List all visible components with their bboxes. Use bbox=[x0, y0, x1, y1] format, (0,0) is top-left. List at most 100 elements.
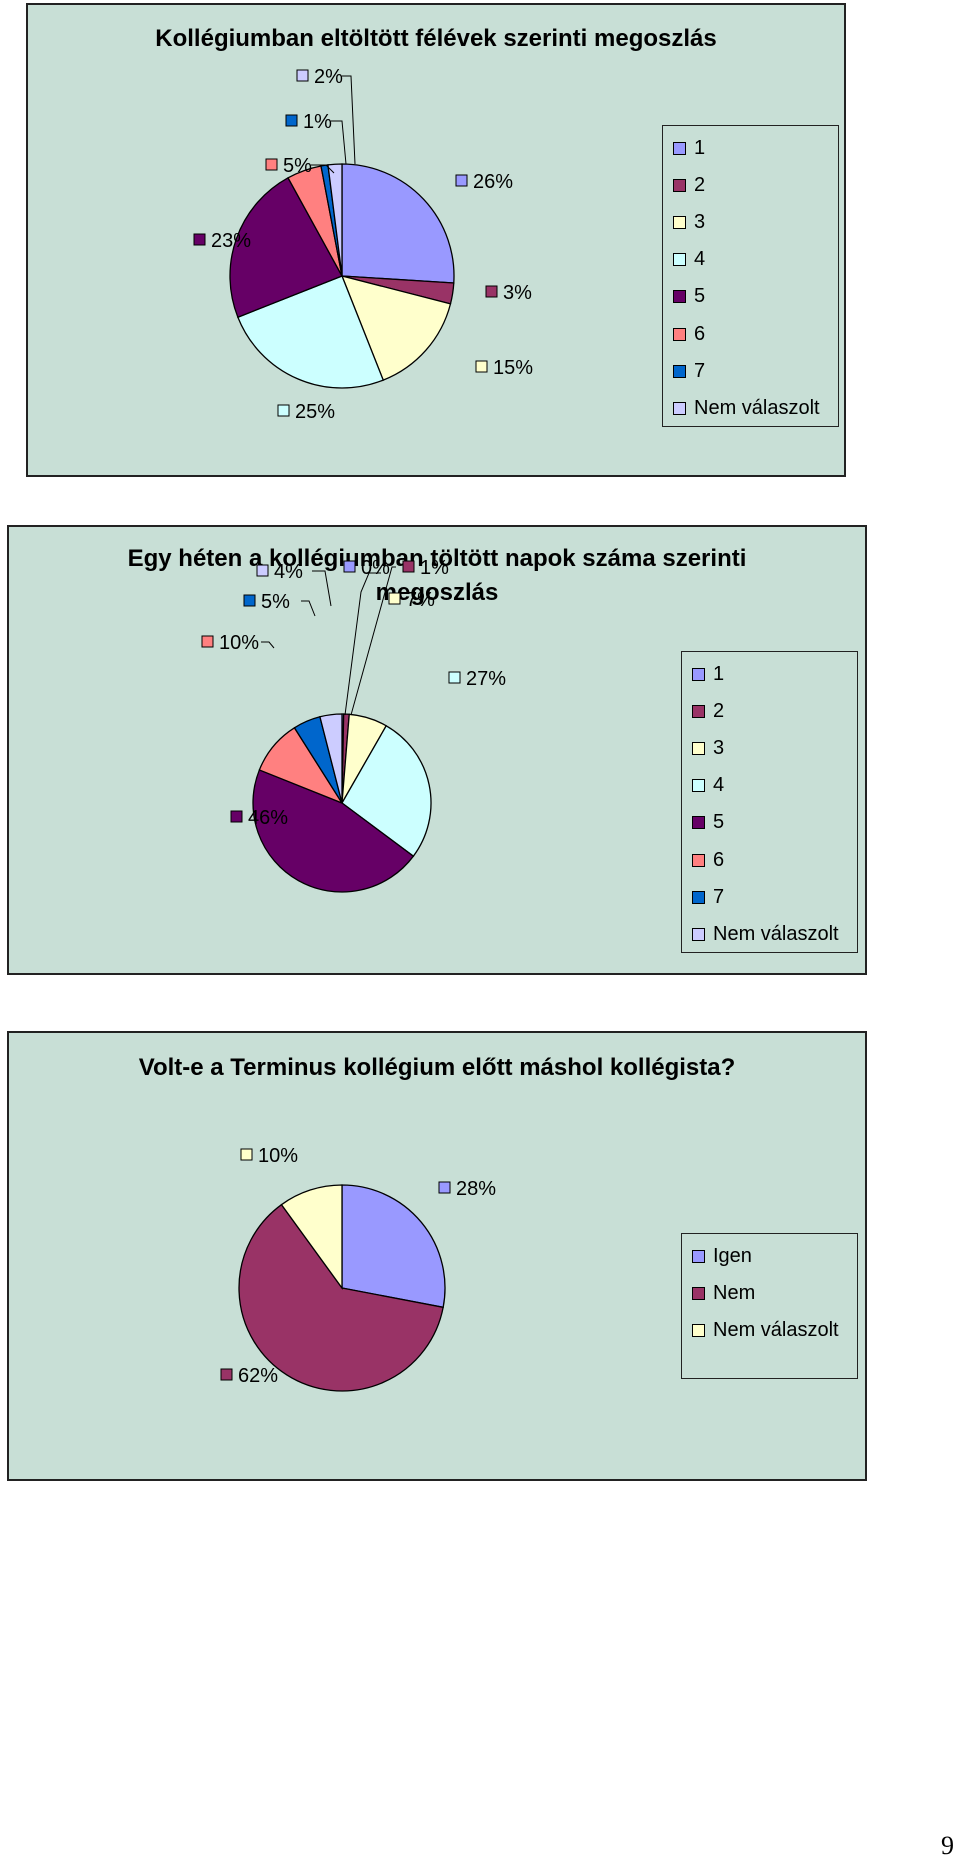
legend-item: Nem válaszolt bbox=[692, 919, 839, 949]
page-number: 9 bbox=[941, 1831, 954, 1860]
data-label: 2% bbox=[296, 66, 343, 88]
data-label: 10% bbox=[240, 1145, 298, 1167]
chart-title: Egy héten a kollégiumban töltött napok s… bbox=[127, 545, 747, 606]
legend-label: 1 bbox=[694, 136, 706, 159]
chart-panel-3: Volt-e a Terminus kollégium előtt máshol… bbox=[7, 1031, 867, 1481]
leader-line bbox=[301, 600, 316, 617]
legend-swatch bbox=[692, 1323, 705, 1337]
legend-swatch bbox=[673, 401, 686, 415]
legend-item: Nem bbox=[692, 1278, 755, 1308]
leader-line bbox=[261, 641, 275, 649]
svg-text:23%: 23% bbox=[211, 230, 251, 252]
leader-line bbox=[331, 120, 347, 165]
leader-line bbox=[311, 164, 335, 174]
legend-label: Nem bbox=[713, 1281, 756, 1304]
legend-label: 3 bbox=[694, 210, 706, 233]
legend-swatch bbox=[673, 364, 686, 378]
legend-item: 7 bbox=[692, 882, 724, 912]
data-label: 10% bbox=[201, 632, 259, 654]
data-label: 46% bbox=[230, 807, 288, 829]
pie-slice-nem-válaszolt bbox=[319, 713, 343, 804]
legend-swatch bbox=[692, 704, 705, 718]
svg-text:26%: 26% bbox=[473, 171, 513, 193]
pie-slice-5 bbox=[229, 176, 343, 319]
legend-label: 7 bbox=[694, 359, 706, 382]
pie-slice-nem-válaszolt bbox=[327, 163, 343, 277]
legend-item: 1 bbox=[692, 659, 724, 689]
data-label: 1% bbox=[402, 557, 449, 579]
legend-swatch bbox=[692, 779, 705, 793]
chart-panel-2: Egy héten a kollégiumban töltött napok s… bbox=[7, 525, 867, 975]
chart-title: Volt-e a Terminus kollégium előtt máshol… bbox=[138, 1054, 736, 1081]
pie-chart-3: 28% 62% 10% bbox=[220, 1145, 496, 1392]
svg-text:4%: 4% bbox=[274, 561, 303, 583]
pie-slice-igen bbox=[341, 1184, 446, 1309]
svg-text:10%: 10% bbox=[258, 1145, 298, 1167]
legend-item: Nem válaszolt bbox=[692, 1315, 839, 1345]
svg-text:46%: 46% bbox=[248, 807, 288, 829]
legend-label: 6 bbox=[713, 848, 725, 871]
chart-legend-3: Igen Nem Nem válaszolt bbox=[681, 1233, 858, 1379]
pie-slice-nem-válaszolt bbox=[280, 1184, 343, 1291]
svg-text:10%: 10% bbox=[219, 632, 259, 654]
svg-text:15%: 15% bbox=[493, 357, 533, 379]
svg-text:28%: 28% bbox=[456, 1178, 496, 1200]
legend-swatch bbox=[692, 816, 705, 830]
svg-text:5%: 5% bbox=[261, 591, 290, 613]
data-label: 25% bbox=[277, 401, 335, 423]
legend-label: 5 bbox=[713, 811, 725, 834]
legend-swatch bbox=[673, 290, 686, 304]
svg-text:62%: 62% bbox=[238, 1365, 278, 1387]
pie-slice-1 bbox=[341, 163, 455, 284]
data-label: 5% bbox=[265, 155, 312, 177]
legend-swatch bbox=[692, 741, 705, 755]
legend-swatch bbox=[692, 1249, 705, 1263]
legend-item: 5 bbox=[673, 282, 705, 312]
data-label: 26% bbox=[455, 171, 513, 193]
legend-label: 2 bbox=[694, 173, 706, 196]
data-label: 1% bbox=[285, 111, 332, 133]
legend-label: Nem válaszolt bbox=[713, 1318, 839, 1341]
legend-label: 1 bbox=[713, 662, 725, 685]
legend-label: 4 bbox=[713, 774, 725, 797]
legend-item: 6 bbox=[692, 845, 724, 875]
legend-swatch bbox=[692, 853, 705, 867]
legend-label: 4 bbox=[694, 248, 706, 271]
data-label: 7% bbox=[388, 589, 435, 611]
svg-text:2%: 2% bbox=[314, 66, 343, 88]
pie-slice-4 bbox=[341, 724, 432, 858]
legend-item: Igen bbox=[692, 1241, 752, 1271]
pie-chart-1: 26% 3% 15% 25% 23% 5% 1% 2% bbox=[193, 66, 533, 423]
legend-label: 2 bbox=[713, 699, 725, 722]
leader-line bbox=[312, 570, 332, 607]
data-label: 5% bbox=[243, 591, 290, 613]
chart-title: Kollégiumban eltöltött félévek szerinti … bbox=[155, 25, 717, 52]
legend-label: 7 bbox=[713, 885, 725, 908]
legend-swatch bbox=[692, 927, 705, 941]
legend-label: 3 bbox=[713, 736, 725, 759]
legend-item: 1 bbox=[673, 133, 705, 163]
pie-slice-3 bbox=[340, 275, 452, 381]
legend-item: 2 bbox=[692, 696, 724, 726]
svg-text:0%: 0% bbox=[361, 557, 390, 579]
svg-text:27%: 27% bbox=[466, 668, 506, 690]
data-label: 62% bbox=[220, 1365, 278, 1387]
data-label: 23% bbox=[193, 230, 251, 252]
chart-legend-1: 1 2 3 4 5 6 7 Nem válaszolt bbox=[662, 125, 839, 427]
pie-slice-4 bbox=[237, 275, 385, 389]
legend-swatch bbox=[692, 667, 705, 681]
legend-item: Nem válaszolt bbox=[673, 393, 820, 423]
data-label: 3% bbox=[485, 282, 532, 304]
svg-text:3%: 3% bbox=[503, 282, 532, 304]
legend-item: 5 bbox=[692, 808, 724, 838]
chart-legend-2: 1 2 3 4 5 6 7 Nem válaszolt bbox=[681, 651, 858, 953]
legend-label: Nem válaszolt bbox=[713, 922, 839, 945]
svg-text:7%: 7% bbox=[406, 589, 435, 611]
data-label: 15% bbox=[475, 357, 533, 379]
data-label: 0% bbox=[343, 557, 390, 579]
legend-label: Igen bbox=[713, 1244, 752, 1267]
legend-label: 6 bbox=[694, 322, 706, 345]
pie-slice-nem bbox=[238, 1203, 444, 1392]
leader-line bbox=[342, 75, 356, 165]
legend-item: 7 bbox=[673, 356, 705, 386]
